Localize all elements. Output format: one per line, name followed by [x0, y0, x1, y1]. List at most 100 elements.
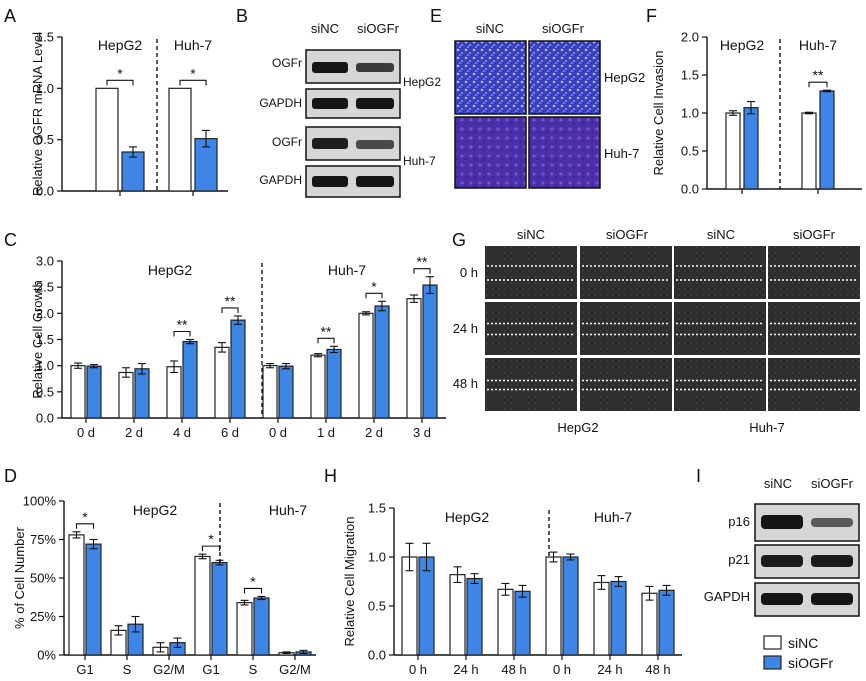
chart-C-bar — [118, 371, 134, 419]
chart-D-x-tick-label: S — [249, 662, 258, 677]
chart-C-sig-mark: * — [371, 278, 377, 294]
wound-image-r2-c2 — [674, 358, 766, 411]
chart-C-bar — [374, 305, 390, 419]
chart-C-bar — [278, 365, 294, 419]
chart-H-bar — [641, 592, 658, 656]
panel-e-invasion: siNC siOGFr HepG2 Huh-7 — [454, 21, 645, 189]
legend-label-siogfr: siOGFr — [788, 655, 833, 671]
chart-F-y-tick-label: 1.5 — [681, 68, 699, 83]
chart-H-x-tick-label: 48 h — [645, 662, 670, 677]
chart-A-sig-mark: * — [117, 65, 123, 81]
blot-b-cell-hepg2: HepG2 — [403, 75, 441, 89]
chart-F-group-label: HepG2 — [720, 37, 765, 53]
panel-letter-d: D — [4, 466, 17, 486]
chart-F-y-label: Relative Cell Invasion — [651, 50, 666, 175]
chart-A-sig-bracket — [179, 79, 207, 86]
wound-time-48h: 48 h — [453, 376, 478, 391]
chart-H-section-label: HepG2 — [445, 509, 490, 525]
chart-A-y-tick-label: 0.0 — [36, 184, 54, 199]
chart-H: 0.0 0.5 1.0 1.5 Relative Cell Migration HepG2… — [342, 501, 682, 677]
panel-letter-a: A — [4, 6, 16, 26]
chart-H-bar — [545, 556, 562, 656]
blot-b-row-ogfr-1: OGFr — [272, 56, 302, 70]
wound-col-label-1: siNC — [517, 227, 545, 242]
wound-image-r1-c2 — [674, 302, 766, 355]
chart-H-bar — [466, 577, 483, 656]
invasion-image-huh7-sinc — [454, 116, 527, 189]
chart-F-y-tick-label: 1.0 — [681, 106, 699, 121]
chart-F-y-tick-label: 0.5 — [681, 144, 699, 159]
chart-C-x-tick-label: 6 d — [221, 425, 239, 440]
chart-C-bar — [182, 340, 198, 419]
chart-C-bar — [262, 365, 278, 419]
chart-F-sig-mark: ** — [813, 67, 824, 83]
chart-F-bar — [819, 90, 835, 190]
wound-col-label-3: siNC — [707, 227, 735, 242]
chart-D-y-tick-label: 75% — [30, 532, 56, 547]
panel-letter-i: I — [696, 466, 701, 486]
chart-H-bar — [562, 556, 579, 656]
chart-C-y-tick-label: 1.0 — [36, 358, 54, 373]
chart-C-x-tick-label: 3 d — [413, 425, 431, 440]
blot-b-cell-huh7: Huh-7 — [403, 154, 436, 168]
panel-letter-c: C — [4, 230, 17, 250]
chart-H-bar — [514, 590, 531, 656]
chart-D-x-tick-label: G2/M — [153, 662, 185, 677]
chart-C-sig-bracket — [413, 268, 431, 274]
invasion-image-hepg2-sinc — [454, 40, 527, 115]
panel-letter-e: E — [430, 6, 442, 26]
chart-F-group-label: Huh-7 — [799, 37, 837, 53]
chart-C-y-tick-label: 2.5 — [36, 280, 54, 295]
chart-A-y-label: Relative OGFR mRNA Level — [30, 32, 45, 196]
chart-C-sig-mark: ** — [321, 323, 332, 339]
chart-H-x-tick-label: 24 h — [597, 662, 622, 677]
chart-H-x-tick-label: 24 h — [453, 662, 478, 677]
chart-H-x-tick-label: 0 h — [409, 662, 427, 677]
wound-image-r2-c1 — [580, 358, 672, 411]
chart-D-x-tick-label: G1 — [202, 662, 219, 677]
wound-image-r0-c3 — [768, 246, 860, 299]
legend: siNC siOGFr — [763, 635, 833, 671]
chart-C-y-tick-label: 2.0 — [36, 306, 54, 321]
chart-H-bar — [593, 581, 610, 656]
chart-C-y-tick-label: 0.0 — [36, 411, 54, 426]
chart-C-sig-bracket — [221, 307, 239, 313]
chart-A-y-tick-label: 1.0 — [36, 81, 54, 96]
chart-C-bar — [70, 365, 86, 419]
chart-H-bar — [401, 556, 418, 656]
chart-C-x-tick-label: 4 d — [173, 425, 191, 440]
chart-F-y-tick-label: 2.0 — [681, 30, 699, 45]
chart-C-section-label: HepG2 — [148, 262, 193, 278]
chart-C-sig-mark: ** — [417, 254, 428, 270]
chart-D-sig-mark: * — [208, 531, 214, 547]
chart-C-y-tick-label: 1.5 — [36, 332, 54, 347]
chart-D-sig-bracket — [201, 545, 221, 552]
wound-image-r0-c0 — [485, 246, 577, 299]
panel-b-blot: siNC siOGFr OGFr GAPDH OGFr GAPDH HepG2 … — [259, 21, 441, 198]
panel-letter-g: G — [452, 230, 466, 250]
chart-C-sig-bracket — [173, 330, 191, 337]
wound-image-r2-c0 — [485, 358, 577, 411]
invasion-label-siogfr: siOGFr — [542, 21, 585, 36]
chart-D-section-label: HepG2 — [133, 502, 178, 518]
chart-C-bar — [214, 346, 230, 419]
wound-image-r2-c3 — [768, 358, 860, 411]
chart-F-sig-bracket — [808, 81, 828, 88]
wound-image-r1-c0 — [485, 302, 577, 355]
invasion-image-huh7-siogfr — [528, 116, 601, 189]
chart-A-bar — [95, 87, 119, 192]
chart-D-sig-bracket — [243, 587, 263, 594]
chart-H-bar — [610, 580, 627, 656]
chart-D-bar — [85, 543, 102, 656]
wound-image-r0-c2 — [674, 246, 766, 299]
chart-C-x-tick-label: 2 d — [365, 425, 383, 440]
chart-H-bar — [449, 574, 466, 656]
legend-label-sinc: siNC — [788, 635, 818, 651]
chart-D-bar — [253, 597, 270, 656]
chart-H-y-tick-label: 1.0 — [368, 550, 386, 565]
chart-C-bar — [134, 368, 150, 419]
invasion-image-hepg2-siogfr — [528, 40, 601, 115]
chart-C-x-tick-label: 1 d — [317, 425, 335, 440]
chart-H-y-tick-label: 1.5 — [368, 501, 386, 516]
